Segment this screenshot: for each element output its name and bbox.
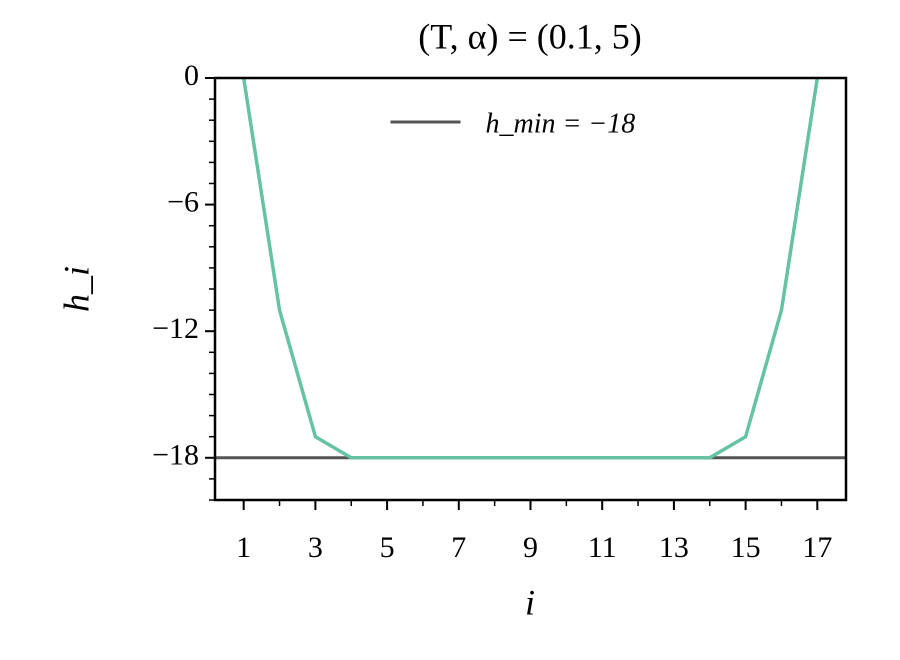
x-tick-label: 1 [236, 531, 251, 564]
legend-label: h_min = −18 [486, 108, 636, 139]
x-axis-label: i [525, 582, 535, 622]
x-tick-label: 11 [588, 531, 617, 564]
x-tick-label: 5 [380, 531, 395, 564]
chart-title: (T, α) = (0.1, 5) [418, 16, 641, 56]
x-tick-label: 7 [451, 531, 466, 564]
y-tick-label: 0 [184, 59, 199, 92]
y-tick-label: −18 [152, 439, 199, 472]
x-tick-label: 13 [659, 531, 689, 564]
x-tick-label: 9 [523, 531, 538, 564]
y-axis-label: h_i [56, 266, 96, 312]
plot-frame [213, 76, 848, 502]
x-tick-label: 3 [308, 531, 323, 564]
x-tick-label: 15 [731, 531, 761, 564]
y-tick-label: −12 [152, 312, 199, 345]
x-tick-label: 17 [802, 531, 832, 564]
y-tick-label: −6 [167, 185, 199, 218]
series-line [241, 77, 820, 460]
